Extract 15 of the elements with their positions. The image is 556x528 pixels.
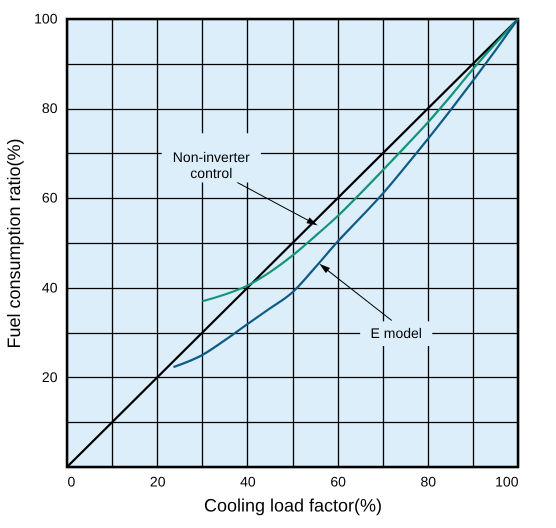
x-tick-label: 80 [420, 474, 436, 490]
x-axis-title: Cooling load factor(%) [204, 496, 382, 516]
y-tick-label: 100 [34, 10, 58, 26]
y-tick-label: 40 [42, 279, 58, 296]
x-tick-label: 40 [240, 474, 256, 490]
x-tick-label: 0 [68, 474, 76, 490]
x-tick-label: 60 [330, 474, 346, 490]
x-tick-label: 100 [495, 474, 519, 490]
annotation: E model [370, 324, 422, 341]
y-tick-label: 20 [42, 368, 58, 385]
x-tick-label: 20 [150, 474, 166, 490]
y-axis-title: Fuel consumption ratio(%) [4, 138, 24, 349]
y-tick-label: 80 [42, 100, 58, 116]
annotation: Non-inverter control [172, 148, 250, 181]
y-tick-label: 60 [42, 190, 58, 206]
